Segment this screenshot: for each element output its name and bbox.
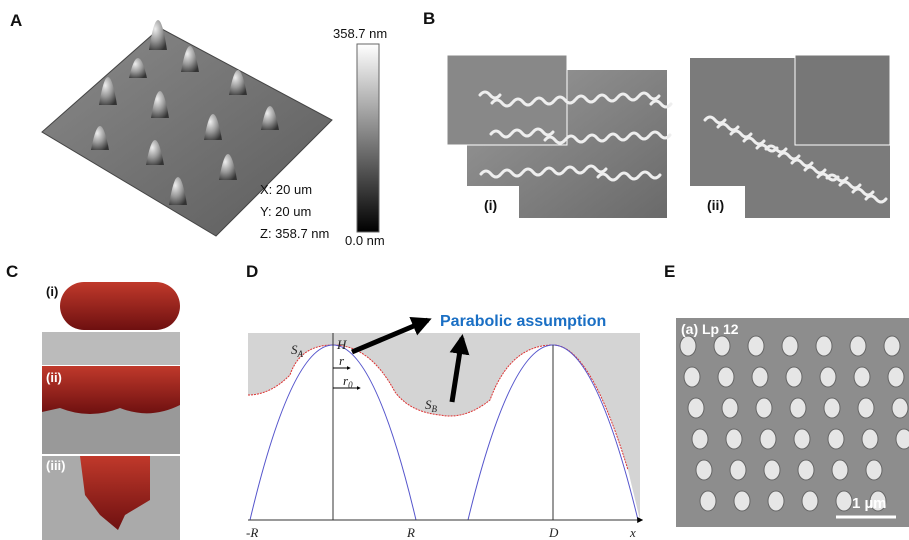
- nanopillar: [764, 460, 780, 480]
- panel-label: C: [6, 262, 18, 281]
- nanopillar: [790, 398, 806, 418]
- dimension: Z: 358.7 nm: [260, 226, 329, 241]
- nanopillar: [888, 367, 904, 387]
- annotation: Parabolic assumption: [440, 313, 606, 330]
- image-label: (ii): [46, 370, 62, 385]
- gray-region: [248, 333, 640, 520]
- panel-label: D: [246, 262, 258, 281]
- nanopillar: [858, 398, 874, 418]
- nanopillar: [798, 460, 814, 480]
- nanopillar: [688, 398, 704, 418]
- symbol: r0: [343, 373, 353, 390]
- scale-min: 0.0 nm: [345, 233, 385, 248]
- caption: (a) Lp 12: [681, 321, 739, 337]
- panel-label: E: [664, 262, 675, 281]
- nanopillar: [866, 460, 882, 480]
- sem-inset: [447, 55, 567, 145]
- body: A 358.7 nm 0.0 nm X: 20 um Y: 20 um Z: 3…: [0, 0, 909, 540]
- bacterium: [60, 282, 180, 330]
- nanopillar: [896, 429, 909, 449]
- nanopillar: [700, 491, 716, 511]
- panel-label: B: [423, 9, 435, 28]
- nanopillar: [730, 460, 746, 480]
- bacterium: [42, 366, 180, 414]
- nanopillar: [748, 336, 764, 356]
- panel-d: D Parabolic assumption H SA SB r r0 -R R…: [246, 262, 642, 540]
- nanopillar: [786, 367, 802, 387]
- nanopillar: [718, 367, 734, 387]
- nanopillar: [794, 429, 810, 449]
- nanopillar: [696, 460, 712, 480]
- panel-label: A: [10, 11, 22, 30]
- nanopillar: [836, 491, 852, 511]
- nanopillar: [760, 429, 776, 449]
- nanopillar: [824, 398, 840, 418]
- nanopillar: [680, 336, 696, 356]
- nanopillar: [892, 398, 908, 418]
- cone: [149, 20, 167, 50]
- nanopillar: [884, 336, 900, 356]
- symbol: r: [339, 353, 345, 368]
- nanopillar: [850, 336, 866, 356]
- symbol: H: [336, 337, 347, 352]
- nanopillar: [726, 429, 742, 449]
- nanopillar: [782, 336, 798, 356]
- symbol-sub: B: [432, 404, 438, 414]
- panel-c: C (i) (ii) (iii): [6, 262, 180, 540]
- image-label: (i): [46, 284, 58, 299]
- symbol-sub: 0: [348, 380, 353, 390]
- symbol: D: [548, 525, 559, 540]
- figure: A 358.7 nm 0.0 nm X: 20 um Y: 20 um Z: 3…: [0, 0, 909, 540]
- nanopillar: [722, 398, 738, 418]
- nanopillar: [752, 367, 768, 387]
- panel-a: A 358.7 nm 0.0 nm X: 20 um Y: 20 um Z: 3…: [10, 11, 387, 248]
- image-label: (iii): [46, 458, 66, 473]
- symbol: x: [629, 525, 636, 540]
- nanopillar: [768, 491, 784, 511]
- nanopillar: [816, 336, 832, 356]
- dimension: X: 20 um: [260, 182, 312, 197]
- scale-max: 358.7 nm: [333, 26, 387, 41]
- nanopillar: [828, 429, 844, 449]
- color-bar: [357, 44, 379, 232]
- nanopillar: [684, 367, 700, 387]
- panel-b: B (i) (ii): [423, 9, 890, 218]
- panel-e: E (a) Lp 12 1 µm: [664, 262, 909, 527]
- scale-label: 1 µm: [852, 495, 887, 512]
- nanopillar: [692, 429, 708, 449]
- symbol: R: [406, 525, 415, 540]
- image-label: (i): [484, 197, 497, 213]
- sem-inset: [795, 55, 890, 145]
- dimension: Y: 20 um: [260, 204, 311, 219]
- nanopillar: [854, 367, 870, 387]
- nanopillar: [862, 429, 878, 449]
- nanopillars: [42, 332, 180, 365]
- nanopillar: [802, 491, 818, 511]
- nanopillar: [714, 336, 730, 356]
- symbol: -R: [246, 525, 258, 540]
- nanopillar: [734, 491, 750, 511]
- nanopillar: [756, 398, 772, 418]
- nanopillar: [832, 460, 848, 480]
- nanopillar: [820, 367, 836, 387]
- page: Figure { "panel_a": {"label": "A", "scal…: [0, 0, 909, 540]
- image-label: (ii): [707, 197, 724, 213]
- symbol-sub: A: [297, 349, 304, 359]
